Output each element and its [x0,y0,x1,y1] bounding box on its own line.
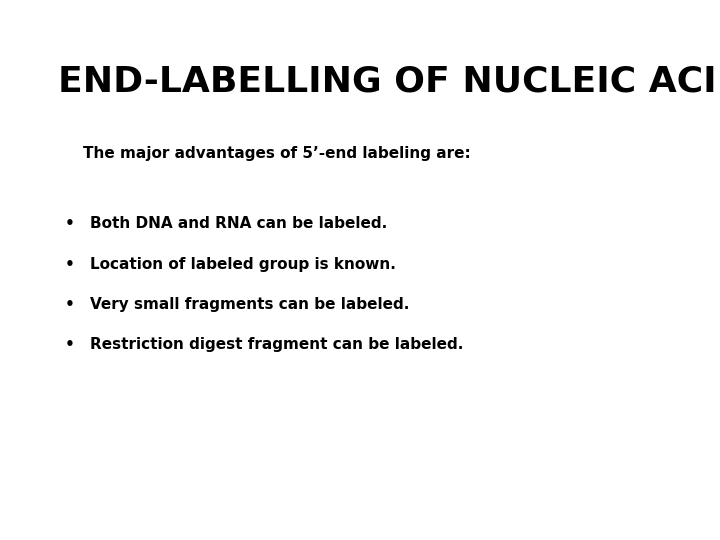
Text: Location of labeled group is known.: Location of labeled group is known. [90,256,396,272]
Text: END-LABELLING OF NUCLEIC ACIDS: END-LABELLING OF NUCLEIC ACIDS [58,65,720,99]
Text: The major advantages of 5’-end labeling are:: The major advantages of 5’-end labeling … [83,146,471,161]
Text: Both DNA and RNA can be labeled.: Both DNA and RNA can be labeled. [90,216,387,231]
Text: •: • [65,216,75,231]
Text: •: • [65,256,75,272]
Text: •: • [65,297,75,312]
Text: •: • [65,338,75,353]
Text: Very small fragments can be labeled.: Very small fragments can be labeled. [90,297,410,312]
Text: Restriction digest fragment can be labeled.: Restriction digest fragment can be label… [90,338,464,353]
